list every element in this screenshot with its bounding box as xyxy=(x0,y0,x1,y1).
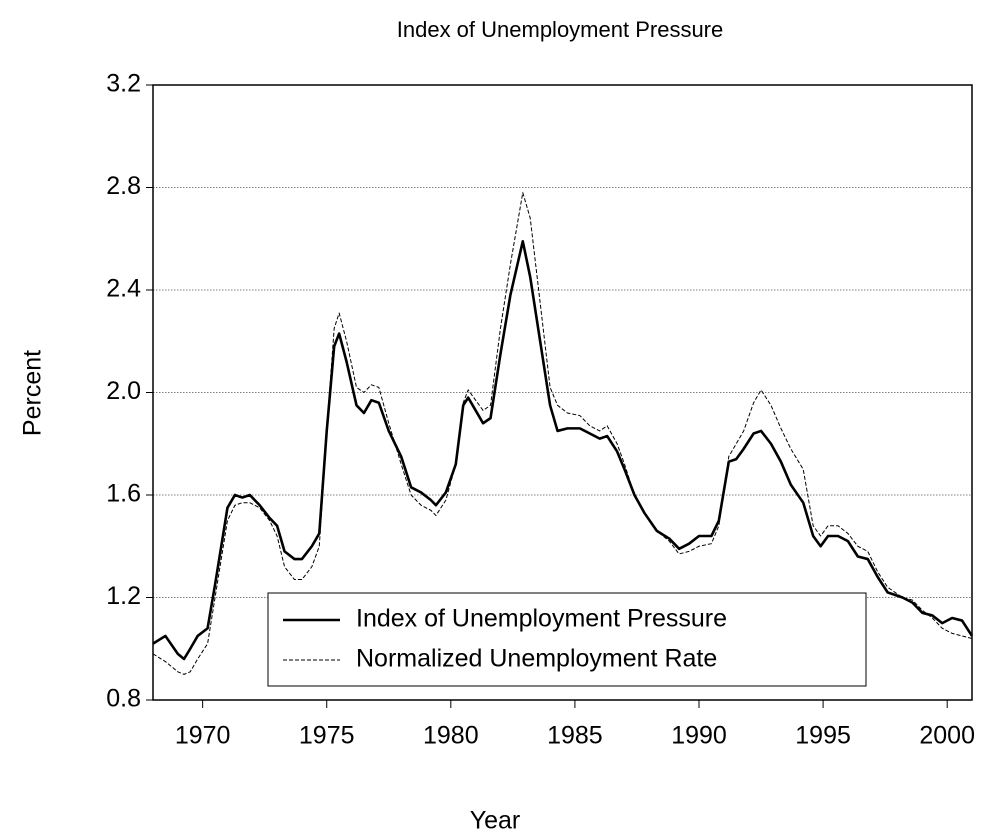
chart-title: Index of Unemployment Pressure xyxy=(397,17,724,42)
y-tick-label: 0.8 xyxy=(106,685,141,713)
series-line xyxy=(152,240,974,661)
x-tick-label: 1985 xyxy=(547,722,603,750)
legend-label: Normalized Unemployment Rate xyxy=(356,645,717,673)
x-axis-label: Year xyxy=(470,807,521,835)
y-tick-label: 2.0 xyxy=(106,377,141,405)
y-tick-label: 2.8 xyxy=(106,172,141,200)
x-tick-label: 1995 xyxy=(795,722,851,750)
plot-frame xyxy=(152,84,973,701)
x-tick-label: 1970 xyxy=(175,722,231,750)
legend-label: Index of Unemployment Pressure xyxy=(356,605,727,633)
y-axis-label: Percent xyxy=(19,350,47,436)
y-tick-label: 1.6 xyxy=(106,480,141,508)
y-tick-label: 3.2 xyxy=(106,70,141,98)
x-tick-label: 2000 xyxy=(919,722,975,750)
y-tick-label: 1.2 xyxy=(106,582,141,610)
x-tick-label: 1990 xyxy=(671,722,727,750)
series-line xyxy=(152,192,973,675)
legend-box xyxy=(267,592,867,687)
x-tick-label: 1980 xyxy=(423,722,479,750)
y-tick-label: 2.4 xyxy=(106,275,141,303)
x-tick-label: 1975 xyxy=(299,722,355,750)
